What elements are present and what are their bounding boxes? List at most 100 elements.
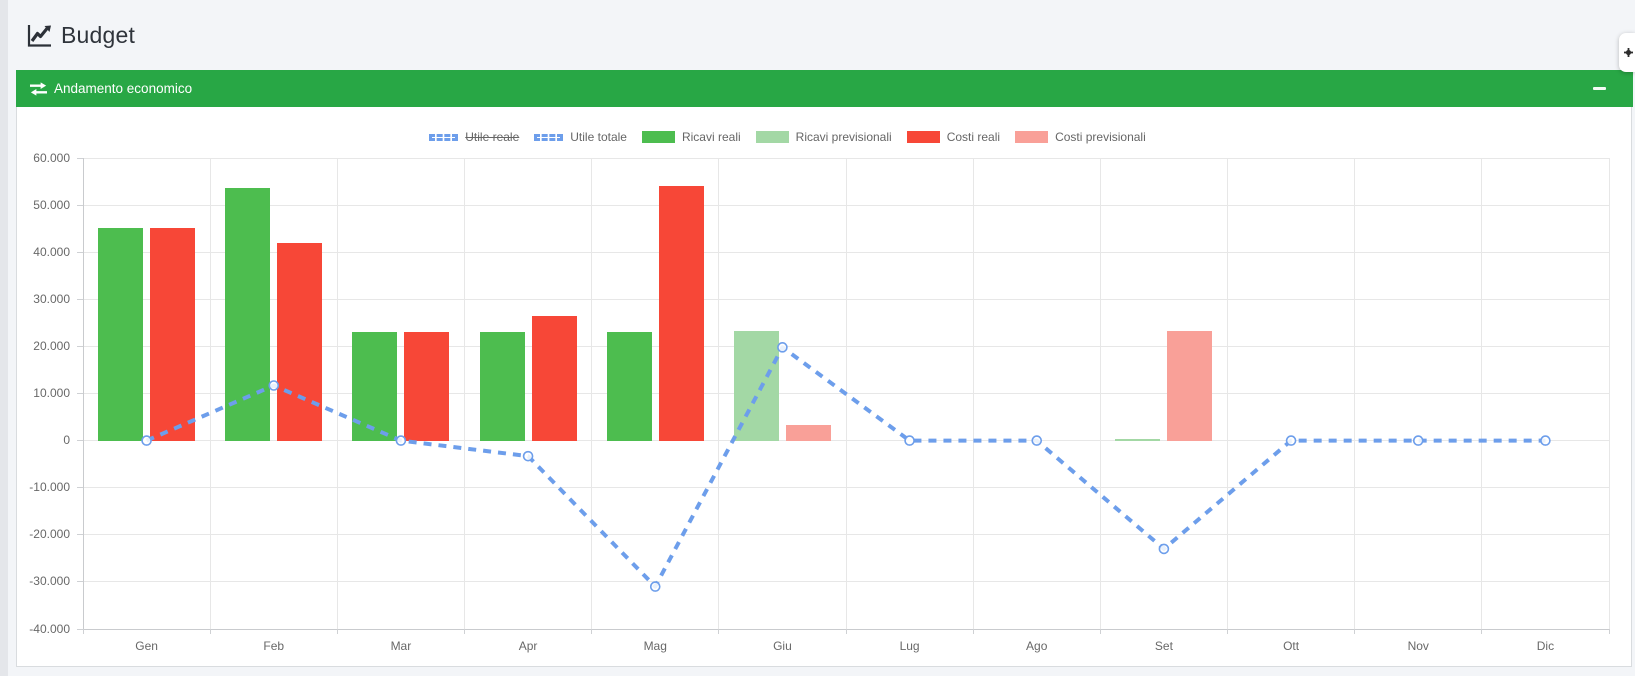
line-point-mag[interactable] (649, 581, 661, 592)
x-axis-label-mar: Mar (390, 639, 412, 653)
bar-costi-reali-feb[interactable] (277, 242, 323, 441)
page-header: Budget (25, 22, 135, 49)
y-tick (77, 157, 83, 159)
legend-item-ricavi-previsionali[interactable]: Ricavi previsionali (755, 130, 892, 144)
x-axis-label-giu: Giu (773, 639, 792, 653)
bar-ricavi-reali-gen[interactable] (98, 227, 144, 441)
left-edge-strip (0, 0, 8, 676)
x-tick (1354, 629, 1356, 634)
y-tick (77, 345, 83, 347)
legend-marker-costi-previsionali (1015, 131, 1049, 143)
legend-label-ricavi-previsionali: Ricavi previsionali (795, 130, 892, 144)
bar-costi-reali-mar[interactable] (404, 331, 450, 441)
panel-title: Andamento economico (54, 81, 193, 96)
x-gridline (718, 158, 720, 629)
chart-legend: Utile reale Utile totale Ricavi reali Ricav… (0, 130, 1605, 144)
x-gridline (1354, 158, 1356, 629)
bar-costi-reali-gen[interactable] (150, 227, 196, 441)
y-tick (77, 251, 83, 253)
x-gridline (1099, 158, 1101, 629)
line-point-ott[interactable] (1285, 435, 1297, 446)
y-tick (77, 534, 83, 536)
line-point-feb[interactable] (268, 380, 280, 391)
legend-item-costi-reali[interactable]: Costi reali (906, 130, 1000, 144)
y-tick (77, 393, 83, 394)
legend-item-costi-previsionali[interactable]: Costi previsionali (1015, 130, 1146, 144)
x-tick (209, 629, 211, 634)
legend-item-ricavi-reali[interactable]: Ricavi reali (641, 130, 741, 144)
x-gridline (1608, 158, 1610, 629)
x-axis-label-feb: Feb (263, 639, 285, 653)
x-tick (591, 629, 593, 634)
y-axis-label: -20.000 (29, 527, 70, 542)
x-gridline (464, 158, 465, 629)
x-axis-label-gen: Gen (135, 639, 158, 653)
bar-costi-previsionali-giu[interactable] (785, 424, 831, 441)
floating-toggle-button[interactable] (1619, 33, 1635, 72)
legend-marker-utile-reale (429, 133, 459, 141)
bar-ricavi-reali-mag[interactable] (606, 331, 652, 441)
legend-item-utile-reale[interactable]: Utile reale (429, 130, 519, 144)
x-tick (82, 629, 84, 634)
x-gridline (591, 158, 593, 629)
legend-marker-costi-reali (906, 131, 940, 143)
line-point-ago[interactable] (1031, 435, 1043, 446)
y-axis-label: 50.000 (33, 197, 70, 212)
bar-costi-reali-apr[interactable] (531, 316, 577, 441)
x-tick (464, 629, 465, 634)
x-axis-label-dic: Dic (1536, 639, 1555, 653)
bar-ricavi-previsionali-set[interactable] (1115, 439, 1161, 441)
legend-label-ricavi-reali: Ricavi reali (681, 130, 741, 144)
x-tick (1099, 629, 1101, 634)
y-tick (77, 204, 83, 206)
y-tick (77, 487, 83, 489)
x-tick (845, 629, 847, 634)
x-axis-label-lug: Lug (899, 639, 920, 653)
line-point-set[interactable] (1158, 543, 1170, 555)
line-point-dic[interactable] (1540, 435, 1551, 446)
x-gridline (82, 158, 84, 629)
panel-header: Andamento economico (16, 70, 1633, 107)
collapse-button[interactable] (1587, 77, 1611, 101)
y-axis-label: -10.000 (29, 480, 70, 495)
legend-marker-utile-totale (534, 133, 564, 141)
y-axis-label: 40.000 (33, 244, 70, 259)
line-point-nov[interactable] (1412, 435, 1424, 446)
x-gridline (209, 158, 211, 629)
x-gridline (1481, 158, 1483, 629)
legend-label-utile-totale: Utile totale (570, 130, 627, 144)
x-tick (1608, 629, 1610, 634)
line-point-mar[interactable] (395, 435, 407, 446)
y-axis-label: 60.000 (33, 150, 70, 165)
x-tick (972, 629, 974, 634)
chart-line-icon (25, 22, 52, 49)
bar-ricavi-reali-apr[interactable] (479, 331, 525, 441)
minus-icon (1592, 87, 1606, 90)
page-title: Budget (61, 22, 136, 48)
line-point-giu[interactable] (777, 342, 788, 353)
x-gridline (1227, 158, 1228, 629)
legend-label-costi-previsionali: Costi previsionali (1055, 130, 1146, 144)
bar-costi-previsionali-set[interactable] (1167, 330, 1213, 441)
x-gridline (972, 158, 974, 629)
line-point-gen[interactable] (141, 435, 152, 446)
legend-item-utile-totale[interactable]: Utile totale (534, 130, 627, 144)
bar-costi-reali-mag[interactable] (658, 185, 704, 441)
y-axis-label: 30.000 (33, 291, 70, 306)
legend-label-utile-reale: Utile reale (465, 130, 520, 144)
x-axis-label-mag: Mag (643, 639, 667, 653)
y-axis-label: -30.000 (29, 574, 70, 589)
y-axis-label: 20.000 (33, 338, 70, 353)
y-axis-label: 0 (63, 433, 70, 448)
y-tick (77, 628, 83, 630)
x-axis-label-ago: Ago (1026, 639, 1048, 653)
line-point-lug[interactable] (904, 435, 915, 446)
x-tick (1481, 629, 1483, 634)
utile-line (145, 345, 1546, 589)
x-gridline (336, 158, 338, 629)
x-tick (1227, 629, 1228, 634)
line-point-apr[interactable] (522, 450, 534, 462)
y-axis-label: -40.000 (29, 621, 70, 636)
